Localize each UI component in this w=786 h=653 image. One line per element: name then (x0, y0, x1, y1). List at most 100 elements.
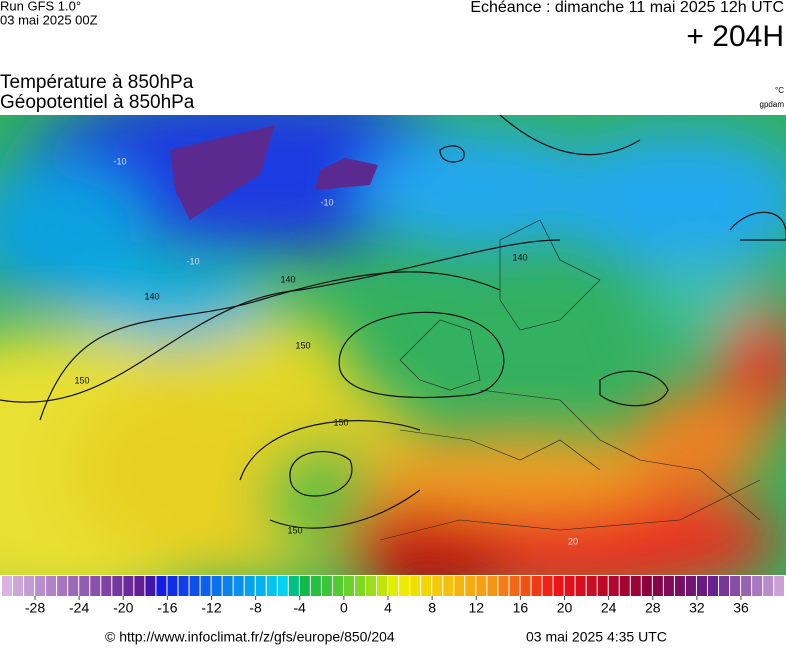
colorbar-tick-label: -16 (157, 600, 177, 616)
colorbar-swatch (454, 576, 465, 596)
colorbar-swatch (24, 576, 35, 596)
colorbar-swatch (752, 576, 763, 596)
colorbar-tick-label: 12 (468, 600, 484, 616)
colorbar-swatch (465, 576, 476, 596)
colorbar-swatch (145, 576, 156, 596)
colorbar-swatch (2, 576, 13, 596)
colorbar-swatch (377, 576, 388, 596)
contour-label: 140 (512, 252, 527, 262)
colorbar-swatch (35, 576, 46, 596)
colorbar-swatch (68, 576, 79, 596)
colorbar-tick-label: 24 (601, 600, 617, 616)
colorbar-swatch (156, 576, 167, 596)
colorbar-swatch (266, 576, 277, 596)
map (0, 115, 786, 575)
contour-label: 150 (333, 417, 348, 427)
colorbar-swatch (355, 576, 366, 596)
footer-source: © http://www.infoclimat.fr/z/gfs/europe/… (105, 629, 395, 645)
colorbar-swatch (741, 576, 752, 596)
colorbar-swatch (708, 576, 719, 596)
colorbar-swatch (520, 576, 531, 596)
colorbar-swatch (674, 576, 685, 596)
colorbar-swatch (189, 576, 200, 596)
colorbar-tick-label: 36 (733, 600, 749, 616)
colorbar-swatch (597, 576, 608, 596)
unit-temperature: °C (775, 86, 784, 95)
colorbar-swatch (200, 576, 211, 596)
colorbar-swatch (630, 576, 641, 596)
colorbar-swatch (685, 576, 696, 596)
colorbar-swatch (652, 576, 663, 596)
contour-label: 20 (568, 536, 578, 546)
colorbar-swatch (608, 576, 619, 596)
colorbar-swatch (641, 576, 652, 596)
colorbar-swatch (90, 576, 101, 596)
colorbar-swatch (719, 576, 730, 596)
colorbar-tick-label: 8 (428, 600, 436, 616)
contour-label: 150 (74, 375, 89, 385)
colorbar-tick-label: 16 (513, 600, 529, 616)
colorbar-swatch (730, 576, 741, 596)
colorbar-swatch (388, 576, 399, 596)
colorbar-tick-label: 4 (384, 600, 392, 616)
colorbar-swatch (244, 576, 255, 596)
colorbar-swatch (663, 576, 674, 596)
title-temperature: Température à 850hPa (0, 72, 194, 93)
colorbar-swatch (498, 576, 509, 596)
unit-geopotential: gpdam (760, 100, 785, 109)
colorbar-tick-label: 32 (689, 600, 705, 616)
colorbar-tick-label: 28 (645, 600, 661, 616)
colorbar: -28 -24 -20 -16 -12 -8 -4 0 4 8 12 16 20 24 28 32 36 (2, 576, 784, 616)
colorbar-swatch (332, 576, 343, 596)
colorbar-swatch (553, 576, 564, 596)
contour-label: 140 (144, 291, 159, 301)
colorbar-swatch (774, 576, 784, 596)
colorbar-tick-label: -4 (294, 600, 307, 616)
colorbar-swatch (443, 576, 454, 596)
colorbar-swatch (564, 576, 575, 596)
colorbar-swatch (277, 576, 288, 596)
colorbar-swatch (101, 576, 112, 596)
colorbar-swatch (112, 576, 123, 596)
colorbar-swatch (178, 576, 189, 596)
colorbar-swatch (586, 576, 597, 596)
colorbar-swatch (299, 576, 310, 596)
title-geopotential: Géopotentiel à 850hPa (0, 92, 195, 113)
valid-time: Echéance : dimanche 11 mai 2025 12h UTC (470, 0, 784, 16)
colorbar-swatch (46, 576, 57, 596)
colorbar-swatch (310, 576, 321, 596)
colorbar-tick-label: 20 (557, 600, 573, 616)
contour-label: 150 (295, 340, 310, 350)
colorbar-swatch (134, 576, 145, 596)
colorbar-swatch (288, 576, 299, 596)
colorbar-swatch (57, 576, 68, 596)
colorbar-swatch (531, 576, 542, 596)
contour-label: -10 (113, 156, 126, 166)
colorbar-swatch (123, 576, 134, 596)
colorbar-swatch (211, 576, 222, 596)
colorbar-tick-label: 0 (340, 600, 348, 616)
colorbar-tick-label: -28 (25, 600, 45, 616)
contour-label: -10 (186, 256, 199, 266)
colorbar-swatch (421, 576, 432, 596)
run-label: Run GFS 1.0° (0, 0, 81, 13)
contour-label: 150 (287, 525, 302, 535)
lead-time: + 204H (686, 20, 784, 53)
colorbar-swatch (763, 576, 774, 596)
colorbar-swatch (696, 576, 707, 596)
colorbar-swatch (222, 576, 233, 596)
contour-label: 140 (280, 274, 295, 284)
colorbar-swatch (343, 576, 354, 596)
colorbar-swatch (79, 576, 90, 596)
colorbar-swatch (321, 576, 332, 596)
run-date: 03 mai 2025 00Z (0, 12, 98, 27)
colorbar-tick-label: -12 (201, 600, 221, 616)
colorbar-swatch (432, 576, 443, 596)
colorbar-swatch (13, 576, 24, 596)
colorbar-swatch (167, 576, 178, 596)
colorbar-swatch (487, 576, 498, 596)
colorbar-tick-label: -20 (113, 600, 133, 616)
colorbar-tick-label: -8 (249, 600, 262, 616)
colorbar-swatch (255, 576, 266, 596)
